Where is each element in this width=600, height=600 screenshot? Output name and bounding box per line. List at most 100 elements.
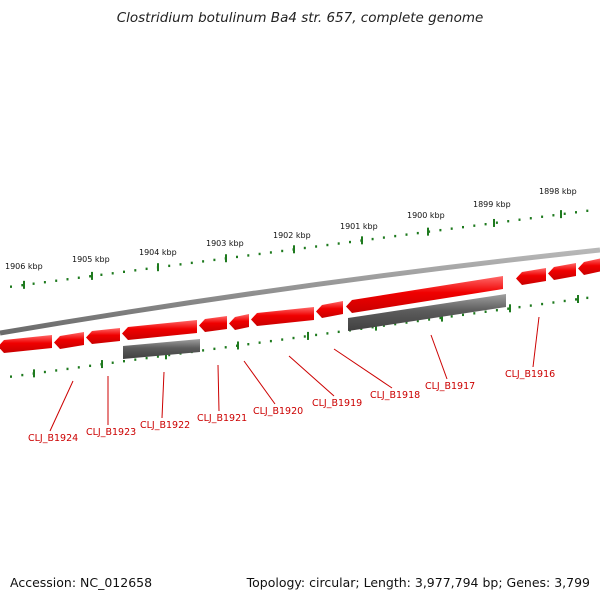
inner-tick-dot: [224, 346, 227, 349]
gene-arrow-forward[interactable]: [0, 335, 52, 353]
outer-tick-dot: [77, 276, 80, 279]
gene-label-leader: [49, 380, 74, 432]
inner-tick-dot: [111, 361, 114, 364]
outer-tick-dot: [269, 251, 272, 254]
outer-tick-major: [293, 245, 295, 254]
outer-tick-dot: [236, 255, 238, 259]
inner-tick-dot: [43, 370, 46, 374]
outer-tick-dot: [32, 282, 35, 285]
kbp-tick-label: 1898 kbp: [539, 187, 577, 196]
gene-label[interactable]: CLJ_B1917: [425, 381, 475, 392]
inner-tick-dot: [77, 366, 80, 369]
outer-tick-dot: [55, 279, 58, 282]
inner-tick-dot: [55, 369, 58, 372]
outer-tick-major: [23, 280, 25, 289]
gene-label[interactable]: CLJ_B1924: [28, 433, 78, 444]
outer-tick-dot: [123, 270, 125, 274]
outer-tick-dot: [462, 225, 464, 229]
inner-tick-dot: [123, 359, 125, 363]
inner-tick-dot: [269, 339, 272, 343]
gene-label[interactable]: CLJ_B1922: [140, 420, 190, 431]
outer-tick-dot: [439, 228, 442, 232]
inner-tick-dot: [134, 358, 137, 361]
outer-tick-dot: [89, 275, 92, 278]
inner-tick-dot: [337, 330, 340, 334]
gene-arrow-forward[interactable]: [54, 332, 84, 349]
kbp-tick-label: 1904 kbp: [139, 248, 177, 257]
outer-tick-dot: [541, 215, 544, 218]
outer-tick-dot: [416, 231, 419, 235]
inner-tick-dot: [326, 332, 329, 335]
inner-tick-dot: [382, 324, 385, 327]
gene-arrow-forward[interactable]: [251, 307, 314, 326]
gene-label-leader: [243, 360, 276, 405]
inner-tick-dot: [21, 373, 24, 377]
outer-tick-dot: [202, 260, 205, 263]
outer-tick-major: [225, 254, 227, 263]
outer-tick-dot: [552, 214, 555, 217]
outer-tick-dot: [66, 278, 69, 281]
inner-tick-dot: [247, 343, 250, 346]
inner-tick-dot: [156, 355, 159, 358]
gene-arrow-reverse[interactable]: [348, 294, 506, 331]
gene-label-leader: [217, 364, 220, 412]
kbp-scale: 1906 kbp 1905 kbp 1904 kbp 1903 kbp 1902 kbp…: [5, 187, 577, 271]
gene-label[interactable]: CLJ_B1923: [86, 427, 136, 438]
outer-tick-dot: [586, 209, 589, 213]
inner-tick-dot: [315, 333, 318, 337]
gene-arrow-reverse[interactable]: [123, 339, 200, 359]
inner-tick-dot: [428, 318, 431, 321]
outer-tick-dot: [10, 285, 12, 288]
inner-tick-dot: [66, 367, 69, 371]
gene-arrow-forward[interactable]: [86, 328, 120, 344]
inner-tick-major: [165, 351, 167, 360]
outer-tick-dot: [575, 211, 577, 214]
outer-tick-dot: [371, 237, 374, 241]
gene-arrow-forward[interactable]: [229, 314, 249, 330]
outer-tick-dot: [495, 221, 498, 224]
outer-tick-dot: [405, 233, 408, 236]
outer-tick-dot: [258, 252, 261, 256]
outer-tick-dot: [21, 283, 24, 287]
gene-arrow-forward[interactable]: [346, 276, 503, 313]
gene-label[interactable]: CLJ_B1921: [197, 413, 247, 424]
gene-label[interactable]: CLJ_B1920: [253, 406, 303, 417]
outer-tick-dot: [518, 218, 521, 221]
gene-label-leader: [161, 371, 165, 419]
inner-tick-dot: [518, 305, 521, 309]
kbp-tick-label: 1905 kbp: [72, 255, 110, 264]
inner-tick-dot: [473, 312, 476, 315]
gene-label[interactable]: CLJ_B1918: [370, 390, 420, 401]
outer-tick-dot: [428, 230, 431, 233]
kbp-tick-label: 1900 kbp: [407, 211, 445, 220]
inner-tick-dot: [495, 309, 498, 312]
inner-tick-dot: [89, 364, 92, 368]
kbp-tick-label: 1901 kbp: [340, 222, 378, 231]
inner-tick-dot: [563, 299, 566, 303]
outer-tick-dot: [563, 212, 566, 215]
outer-tick-dot: [213, 258, 216, 262]
inner-tick-major: [101, 360, 103, 369]
gene-label-leader: [333, 348, 393, 389]
outer-tick-major: [427, 227, 429, 236]
gene-arrow-forward[interactable]: [548, 263, 576, 280]
gene-label-leader: [532, 316, 540, 368]
genome-stats-text: Topology: circular; Length: 3,977,794 bp…: [246, 575, 590, 590]
inner-tick-dot: [416, 319, 419, 323]
gene-arrow-forward[interactable]: [199, 316, 227, 332]
gene-arrow-forward[interactable]: [578, 258, 600, 275]
gene-arrow-forward[interactable]: [122, 320, 197, 340]
gene-arrow-forward[interactable]: [316, 301, 343, 318]
outer-tick-dot: [382, 236, 385, 239]
inner-tick-dot: [213, 347, 216, 351]
kbp-tick-label: 1902 kbp: [273, 231, 311, 240]
gene-arrow-forward[interactable]: [516, 268, 546, 285]
outer-tick-dot: [281, 249, 284, 253]
outer-tick-major: [560, 210, 562, 219]
gene-label[interactable]: CLJ_B1919: [312, 398, 362, 409]
outer-tick-dot: [111, 272, 114, 275]
inner-tick-dot: [552, 301, 555, 304]
gene-label[interactable]: CLJ_B1916: [505, 369, 555, 380]
